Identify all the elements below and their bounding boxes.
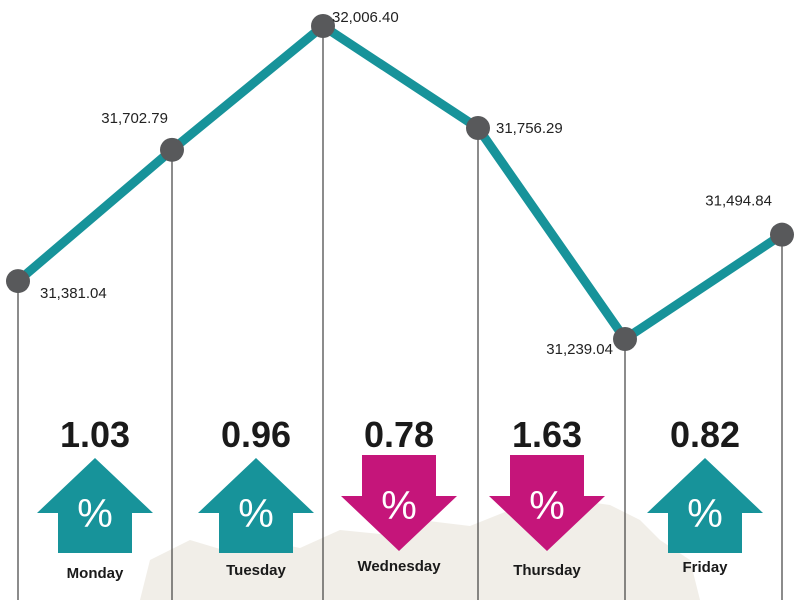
day-label: Monday: [67, 565, 124, 582]
index-labels: 31,381.04 31,702.79 32,006.40 31,756.29 31,2…: [40, 9, 772, 358]
percent-change-value: 1.03: [60, 414, 130, 455]
down-arrow-icon: [489, 455, 605, 551]
day-divider-lines: [17, 26, 783, 600]
percent-change-value: 0.82: [670, 414, 740, 455]
index-value-label: 32,006.40: [332, 9, 399, 26]
index-value-label: 31,381.04: [40, 285, 107, 302]
index-line: [13, 21, 787, 344]
percent-symbol: %: [77, 492, 113, 536]
day-label: Thursday: [513, 562, 581, 579]
index-value-label: 31,239.04: [546, 341, 613, 358]
percent-symbol: %: [381, 484, 417, 528]
index-value-label: 31,494.84: [705, 193, 772, 210]
percent-symbol: %: [687, 492, 723, 536]
day-change-wednesday: 0.78% Wednesday: [341, 414, 457, 575]
index-point-marker: [311, 14, 335, 38]
day-label: Friday: [682, 559, 728, 576]
index-point-marker: [6, 269, 30, 294]
up-arrow-icon: [198, 458, 314, 553]
daily-change-panels: 1.03% Monday 0.96% Tuesday 0.78% Wednesday 1.6…: [37, 414, 763, 582]
index-markers: [6, 14, 794, 351]
percent-change-value: 0.78: [364, 414, 434, 455]
index-point-marker: [160, 137, 184, 162]
day-change-tuesday: 0.96% Tuesday: [198, 414, 314, 579]
day-label: Wednesday: [357, 558, 441, 575]
index-point-marker: [466, 116, 490, 141]
day-change-friday: 0.82% Friday: [647, 414, 763, 576]
percent-symbol: %: [529, 484, 565, 528]
index-point-marker: [770, 222, 794, 247]
index-value-label: 31,702.79: [101, 110, 168, 127]
up-arrow-icon: [647, 458, 763, 553]
up-arrow-icon: [37, 458, 153, 553]
day-label: Tuesday: [226, 562, 286, 579]
percent-change-value: 1.63: [512, 414, 582, 455]
index-point-marker: [613, 327, 637, 351]
percent-symbol: %: [238, 492, 274, 536]
index-series-line: [13, 21, 787, 344]
percent-change-value: 0.96: [221, 414, 291, 455]
index-value-label: 31,756.29: [496, 120, 563, 137]
down-arrow-icon: [341, 455, 457, 551]
day-change-thursday: 1.63% Thursday: [489, 414, 605, 579]
day-change-monday: 1.03% Monday: [37, 414, 153, 582]
